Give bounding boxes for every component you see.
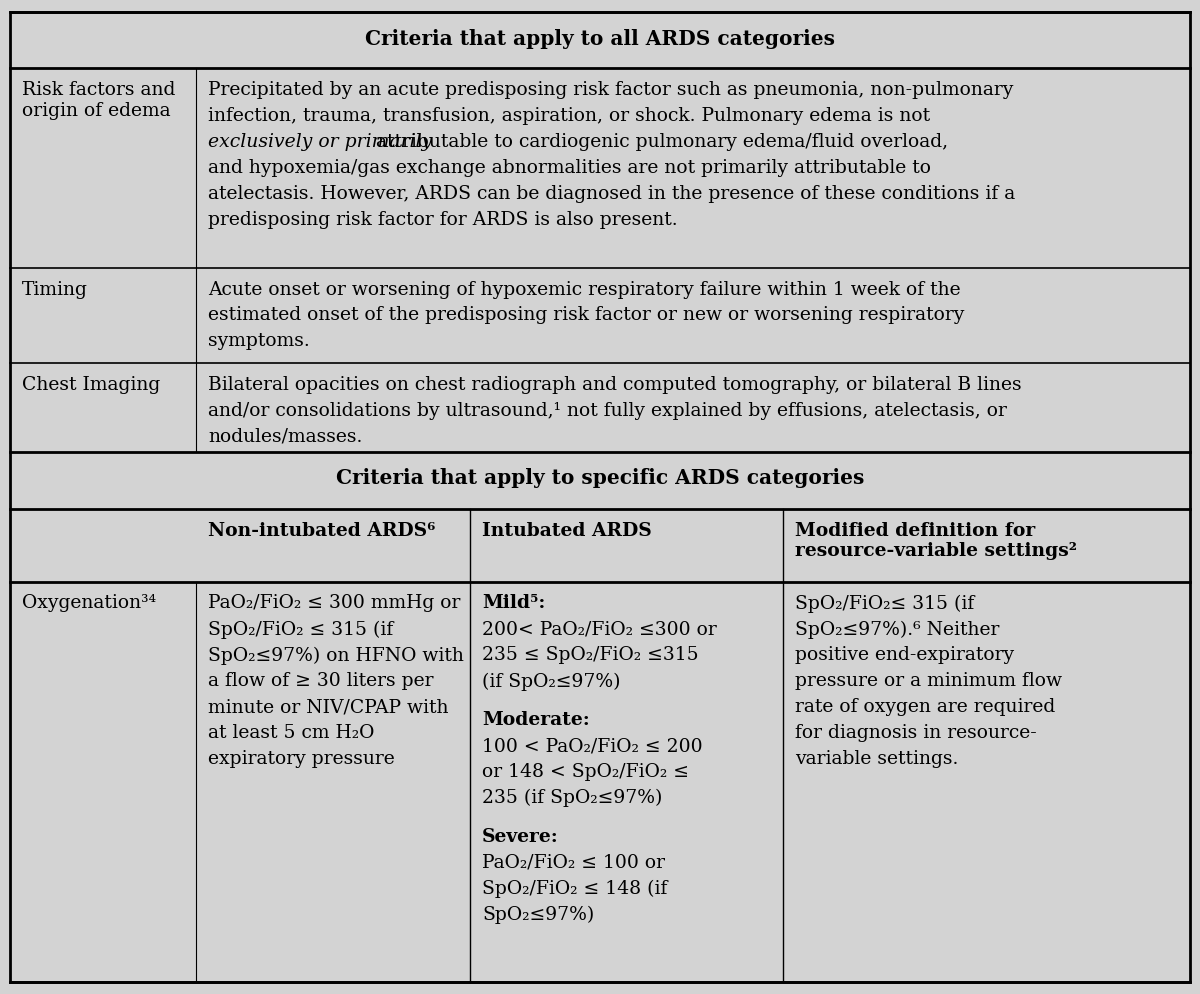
Text: nodules/masses.: nodules/masses. (208, 427, 362, 445)
Text: SpO₂≤97%).⁶ Neither: SpO₂≤97%).⁶ Neither (796, 620, 1000, 639)
Text: atelectasis. However, ARDS can be diagnosed in the presence of these conditions : atelectasis. However, ARDS can be diagno… (208, 185, 1015, 203)
Text: PaO₂/FiO₂ ≤ 100 or: PaO₂/FiO₂ ≤ 100 or (482, 854, 665, 872)
Text: estimated onset of the predisposing risk factor or new or worsening respiratory: estimated onset of the predisposing risk… (208, 306, 965, 324)
Text: attributable to cardiogenic pulmonary edema/fluid overload,: attributable to cardiogenic pulmonary ed… (370, 133, 948, 151)
Text: 235 (if SpO₂≤97%): 235 (if SpO₂≤97%) (482, 789, 662, 807)
Text: (if SpO₂≤97%): (if SpO₂≤97%) (482, 672, 620, 691)
Text: at least 5 cm H₂O: at least 5 cm H₂O (208, 724, 374, 743)
Text: positive end-expiratory: positive end-expiratory (796, 646, 1014, 664)
Text: 200< PaO₂/FiO₂ ≤300 or: 200< PaO₂/FiO₂ ≤300 or (482, 620, 716, 638)
Text: variable settings.: variable settings. (796, 750, 959, 768)
Text: Precipitated by an acute predisposing risk factor such as pneumonia, non-pulmona: Precipitated by an acute predisposing ri… (208, 82, 1014, 99)
Text: Chest Imaging: Chest Imaging (22, 376, 160, 394)
Text: Mild⁵:: Mild⁵: (482, 594, 546, 612)
Text: Moderate:: Moderate: (482, 711, 590, 730)
Text: 100 < PaO₂/FiO₂ ≤ 200: 100 < PaO₂/FiO₂ ≤ 200 (482, 738, 703, 755)
Text: SpO₂≤97%): SpO₂≤97%) (482, 906, 594, 923)
Text: Risk factors and
origin of edema: Risk factors and origin of edema (22, 82, 175, 120)
Text: and hypoxemia/gas exchange abnormalities are not primarily attributable to: and hypoxemia/gas exchange abnormalities… (208, 159, 931, 177)
Text: SpO₂/FiO₂ ≤ 148 (if: SpO₂/FiO₂ ≤ 148 (if (482, 880, 667, 898)
Text: predisposing risk factor for ARDS is also present.: predisposing risk factor for ARDS is als… (208, 211, 678, 229)
Text: or 148 < SpO₂/FiO₂ ≤: or 148 < SpO₂/FiO₂ ≤ (482, 763, 689, 781)
Text: for diagnosis in resource-: for diagnosis in resource- (796, 724, 1037, 743)
Text: Timing: Timing (22, 280, 88, 298)
Text: SpO₂≤97%) on HFNO with: SpO₂≤97%) on HFNO with (208, 646, 464, 665)
Text: infection, trauma, transfusion, aspiration, or shock. Pulmonary edema is not: infection, trauma, transfusion, aspirati… (208, 107, 930, 125)
Text: expiratory pressure: expiratory pressure (208, 750, 395, 768)
Text: Acute onset or worsening of hypoxemic respiratory failure within 1 week of the: Acute onset or worsening of hypoxemic re… (208, 280, 961, 298)
Text: and/or consolidations by ultrasound,¹ not fully explained by effusions, atelecta: and/or consolidations by ultrasound,¹ no… (208, 402, 1007, 419)
Text: Criteria that apply to all ARDS categories: Criteria that apply to all ARDS categori… (365, 29, 835, 49)
Text: Bilateral opacities on chest radiograph and computed tomography, or bilateral B : Bilateral opacities on chest radiograph … (208, 376, 1021, 394)
Text: a flow of ≥ 30 liters per: a flow of ≥ 30 liters per (208, 672, 433, 690)
Text: Modified definition for
resource-variable settings²: Modified definition for resource-variabl… (796, 522, 1078, 561)
Text: 235 ≤ SpO₂/FiO₂ ≤315: 235 ≤ SpO₂/FiO₂ ≤315 (482, 646, 698, 664)
Text: SpO₂/FiO₂≤ 315 (if: SpO₂/FiO₂≤ 315 (if (796, 594, 974, 612)
Text: Criteria that apply to specific ARDS categories: Criteria that apply to specific ARDS cat… (336, 468, 864, 488)
Text: Intubated ARDS: Intubated ARDS (482, 522, 652, 540)
Text: SpO₂/FiO₂ ≤ 315 (if: SpO₂/FiO₂ ≤ 315 (if (208, 620, 394, 639)
Text: exclusively or primarily: exclusively or primarily (208, 133, 432, 151)
Text: rate of oxygen are required: rate of oxygen are required (796, 698, 1055, 716)
Text: symptoms.: symptoms. (208, 332, 310, 350)
Text: Oxygenation³⁴: Oxygenation³⁴ (22, 594, 156, 612)
Text: Non-intubated ARDS⁶: Non-intubated ARDS⁶ (208, 522, 436, 540)
Text: Severe:: Severe: (482, 828, 559, 846)
Text: pressure or a minimum flow: pressure or a minimum flow (796, 672, 1062, 690)
Text: PaO₂/FiO₂ ≤ 300 mmHg or: PaO₂/FiO₂ ≤ 300 mmHg or (208, 594, 461, 612)
Text: minute or NIV/CPAP with: minute or NIV/CPAP with (208, 698, 449, 716)
